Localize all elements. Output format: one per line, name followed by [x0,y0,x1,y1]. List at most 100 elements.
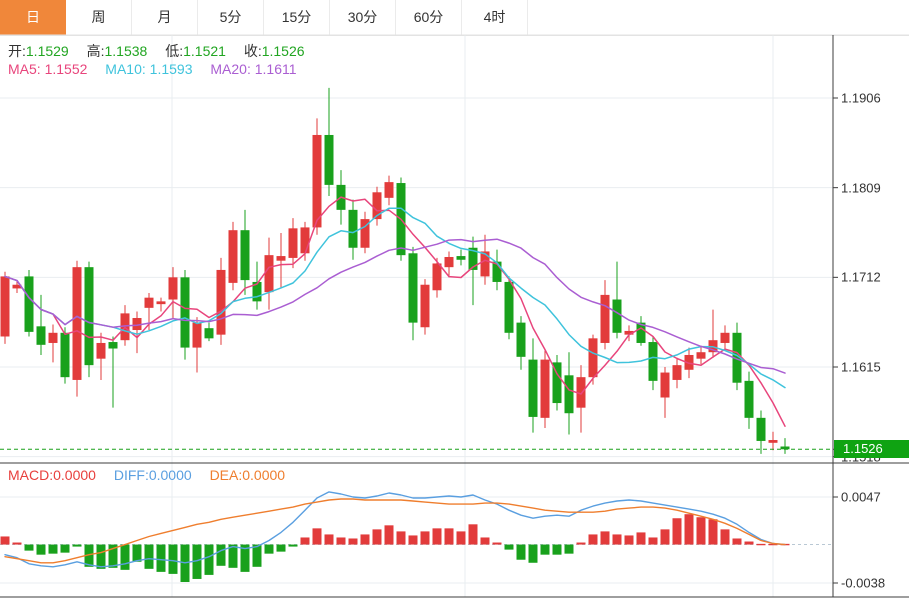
macd-hist-bar [576,542,586,545]
ma10-label: MA10: [105,61,146,77]
current-price-value: 1.1526 [834,440,909,459]
candle-body [492,261,502,282]
macd-hist-bar [204,544,214,575]
candle-body [108,342,118,349]
macd-hist-bar [624,535,634,545]
macd-hist-bar [192,544,202,579]
macd-hist-bar [312,528,322,545]
candle-body [720,332,730,343]
candle-body [468,247,478,270]
diff-line [4,491,786,568]
candle-body [624,330,634,335]
candle-body [672,365,682,380]
macd-hist-bar [456,531,466,545]
candle-body [612,299,622,333]
candle-body [72,267,82,380]
candle-body [300,227,310,254]
tab-60min[interactable]: 60分 [396,0,462,35]
price-axis-label: 1.1906 [841,90,881,106]
candle-body [360,219,370,248]
ohlc-legend: 开:1.1529 高:1.1538 低:1.1521 收:1.1526 [8,41,305,61]
dea-line [4,498,786,564]
candle-body [276,256,286,261]
candle-body [684,354,694,370]
candle-body [768,440,778,443]
candle-body [132,318,142,331]
macd-hist-bar [0,536,10,545]
open-label: 开: [8,43,26,59]
macd-hist-bar [744,541,754,545]
candle-body [264,255,274,293]
tab-week[interactable]: 周 [66,0,132,35]
candle-body [564,375,574,414]
high-label: 高: [86,43,105,59]
candle-body [540,359,550,418]
macd-hist-bar [24,544,34,551]
high-value: 1.1538 [104,43,148,59]
macd-hist-bar [384,525,394,545]
candle-body [444,256,454,268]
macd-hist-bar [36,544,46,555]
macd-hist-bar [156,544,166,572]
macd-hist-bar [732,538,742,545]
price-axis-label: 1.1712 [841,269,881,285]
macd-hist-bar [300,537,310,545]
candle-body [528,359,538,417]
candle-body [408,253,418,323]
candle-body [348,209,358,248]
candle-body [36,326,46,345]
candle-body [756,417,766,441]
macd-hist-bar [480,537,490,545]
macd-hist-bar [84,544,94,567]
candle-body [324,134,334,185]
macd-hist-bar [612,534,622,545]
candle-body [144,297,154,308]
candle-body [48,332,58,343]
macd-axis-label: -0.0038 [841,575,886,591]
macd-hist-bar [108,544,118,568]
candle-body [456,256,466,260]
tab-month[interactable]: 月 [132,0,198,35]
macd-hist-bar [444,528,454,545]
macd-hist-bar [48,544,58,554]
macd-hist-bar [672,518,682,545]
macd-hist-bar [240,544,250,572]
macd-hist-bar [72,544,82,547]
tab-15min[interactable]: 15分 [264,0,330,35]
candle-body [156,301,166,305]
macd-hist-bar [420,531,430,545]
macd-hist-bar [264,544,274,554]
candle-body [552,362,562,404]
low-label: 低: [165,43,184,59]
candle-body [648,342,658,381]
price-axis-label: 1.1615 [841,359,881,375]
candle-body [696,352,706,359]
tab-30min[interactable]: 30分 [330,0,396,35]
macd-hist-bar [528,544,538,563]
macd-hist-bar [396,531,406,545]
candle-body [60,332,70,378]
macd-hist-bar [492,542,502,545]
macd-hist-bar [348,538,358,545]
macd-hist-bar [600,531,610,545]
macd-hist-bar [648,537,658,545]
macd-hist-bar [60,544,70,553]
macd-hist-bar [564,544,574,554]
macd-hist-bar [324,534,334,545]
tab-5min[interactable]: 5分 [198,0,264,35]
macd-hist-bar [12,542,22,545]
tab-day[interactable]: 日 [0,0,66,35]
ma20-label: MA20: [210,61,251,77]
period-toolbar: 日周月 5分 15分 30分 60分 4时 [0,0,909,36]
macd-hist-bar [408,535,418,545]
macd-hist-bar [720,529,730,545]
candle-body [372,192,382,220]
ma10-line [4,207,786,389]
macd-hist-bar [276,544,286,552]
tab-4hour[interactable]: 4时 [462,0,528,35]
candle-body [384,182,394,198]
macd-hist-bar [228,544,238,568]
candle-body [84,267,94,366]
macd-hist-bar [540,544,550,555]
